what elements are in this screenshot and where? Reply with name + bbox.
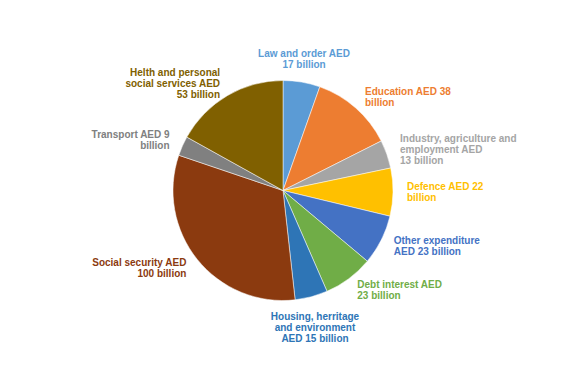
svg-text:Industry, agriculture andemplo: Industry, agriculture andemployment AED1… <box>400 133 517 166</box>
svg-text:Debt interest AED23 billion: Debt interest AED23 billion <box>357 279 442 301</box>
svg-text:Other expenditureAED 23 billio: Other expenditureAED 23 billion <box>394 235 481 257</box>
svg-text:Social security AED100 billion: Social security AED100 billion <box>92 257 186 279</box>
svg-text:Defence AED 22billion: Defence AED 22billion <box>407 181 484 203</box>
svg-text:Law and order AED17 billion: Law and order AED17 billion <box>258 48 350 70</box>
svg-text:Housing, herritageand environm: Housing, herritageand environmentAED 15 … <box>271 311 360 344</box>
svg-text:Education AED 38billion: Education AED 38billion <box>365 86 451 108</box>
svg-text:Helth and personalsocial servi: Helth and personalsocial services AED53 … <box>125 67 220 100</box>
svg-text:Transport AED 9billion: Transport AED 9billion <box>92 129 170 151</box>
